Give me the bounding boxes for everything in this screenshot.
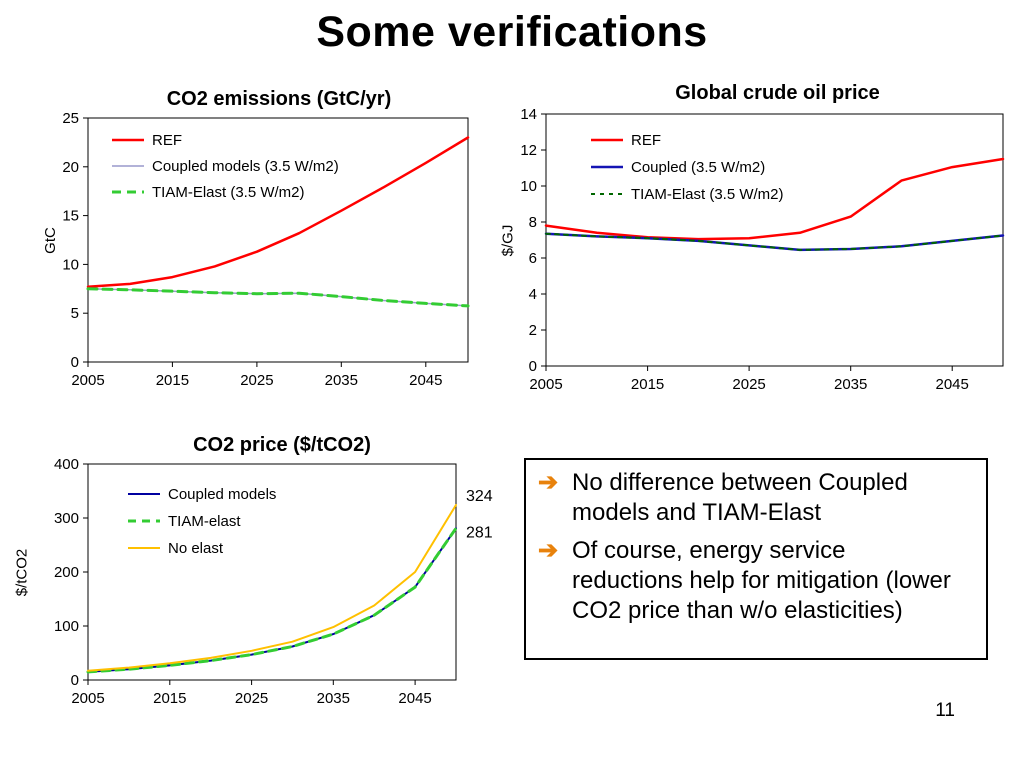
svg-text:4: 4 — [529, 286, 537, 303]
svg-text:2045: 2045 — [398, 690, 431, 707]
svg-text:2045: 2045 — [936, 376, 969, 393]
svg-text:2: 2 — [529, 322, 537, 339]
svg-text:15: 15 — [62, 208, 79, 225]
svg-text:REF: REF — [152, 132, 182, 149]
oil-price-chart: Global crude oil price 0 2 4 6 8 10 12 14 2005 20… — [500, 80, 1015, 411]
svg-text:2045: 2045 — [409, 372, 442, 389]
svg-text:2035: 2035 — [834, 376, 867, 393]
co2-price-plot: 0 100 200 300 400 2005 2015 2025 2035 2045 Coupled… — [54, 456, 493, 707]
chart-title: CO2 price ($/tCO2) — [193, 434, 371, 456]
svg-text:2035: 2035 — [317, 690, 350, 707]
svg-text:Coupled models (3.5 W/m2): Coupled models (3.5 W/m2) — [152, 158, 339, 175]
svg-text:No elast: No elast — [168, 540, 224, 557]
svg-text:TIAM-elast: TIAM-elast — [168, 513, 241, 530]
arrow-bullet-icon: ➔ — [538, 469, 559, 496]
svg-text:2015: 2015 — [631, 376, 664, 393]
svg-text:400: 400 — [54, 458, 79, 473]
svg-text:200: 200 — [54, 564, 79, 581]
svg-text:REF: REF — [631, 132, 661, 149]
bullet-item: ➔ No difference between Coupled models a… — [538, 468, 974, 528]
oil-price-plot: 0 2 4 6 8 10 12 14 2005 2015 2025 2035 2045 REF Couple… — [520, 106, 1005, 393]
chart-title: CO2 emissions (GtC/yr) — [166, 88, 392, 110]
svg-text:0: 0 — [71, 354, 79, 371]
svg-text:0: 0 — [71, 672, 79, 689]
svg-text:324: 324 — [466, 488, 493, 505]
svg-text:2005: 2005 — [71, 372, 104, 389]
chart-title: Global crude oil price — [675, 82, 880, 104]
svg-text:2005: 2005 — [71, 690, 104, 707]
svg-text:0: 0 — [529, 358, 537, 375]
bullet-text: No difference between Coupled models and… — [572, 469, 908, 526]
svg-text:12: 12 — [520, 142, 537, 159]
svg-text:20: 20 — [62, 159, 79, 176]
svg-text:Coupled (3.5 W/m2): Coupled (3.5 W/m2) — [631, 159, 765, 176]
svg-text:300: 300 — [54, 510, 79, 527]
svg-text:8: 8 — [529, 214, 537, 231]
svg-text:10: 10 — [62, 256, 79, 273]
slide-title: Some verifications — [316, 8, 708, 56]
y-axis-label: GtC — [41, 226, 59, 254]
svg-text:5: 5 — [71, 305, 79, 322]
notes-box: ➔ No difference between Coupled models a… — [524, 458, 988, 660]
svg-text:2035: 2035 — [325, 372, 358, 389]
svg-text:2025: 2025 — [732, 376, 765, 393]
arrow-bullet-icon: ➔ — [538, 537, 559, 564]
co2-emissions-chart: CO2 emissions (GtC/yr) 0 5 10 15 20 25 2005 201… — [40, 86, 480, 405]
svg-text:Coupled models: Coupled models — [168, 486, 276, 503]
svg-text:2015: 2015 — [156, 372, 189, 389]
y-axis-label: $/GJ — [499, 224, 517, 256]
y-axis-label: $/tCO2 — [13, 548, 31, 596]
svg-text:2015: 2015 — [153, 690, 186, 707]
co2-price-chart: CO2 price ($/tCO2) 0 100 200 300 400 2005 2015… — [12, 432, 512, 727]
svg-text:14: 14 — [520, 106, 537, 123]
page-number: 11 — [935, 700, 955, 721]
svg-text:TIAM-Elast (3.5 W/m2): TIAM-Elast (3.5 W/m2) — [631, 186, 784, 203]
svg-text:281: 281 — [466, 524, 493, 541]
svg-text:100: 100 — [54, 618, 79, 635]
svg-text:6: 6 — [529, 250, 537, 267]
svg-text:2025: 2025 — [235, 690, 268, 707]
svg-text:2025: 2025 — [240, 372, 273, 389]
svg-text:2005: 2005 — [529, 376, 562, 393]
bullet-item: ➔ Of course, energy service reductions h… — [538, 536, 974, 626]
svg-text:TIAM-Elast (3.5 W/m2): TIAM-Elast (3.5 W/m2) — [152, 184, 305, 201]
svg-text:10: 10 — [520, 178, 537, 195]
svg-text:25: 25 — [62, 112, 79, 127]
bullet-text: Of course, energy service reductions hel… — [572, 537, 951, 624]
